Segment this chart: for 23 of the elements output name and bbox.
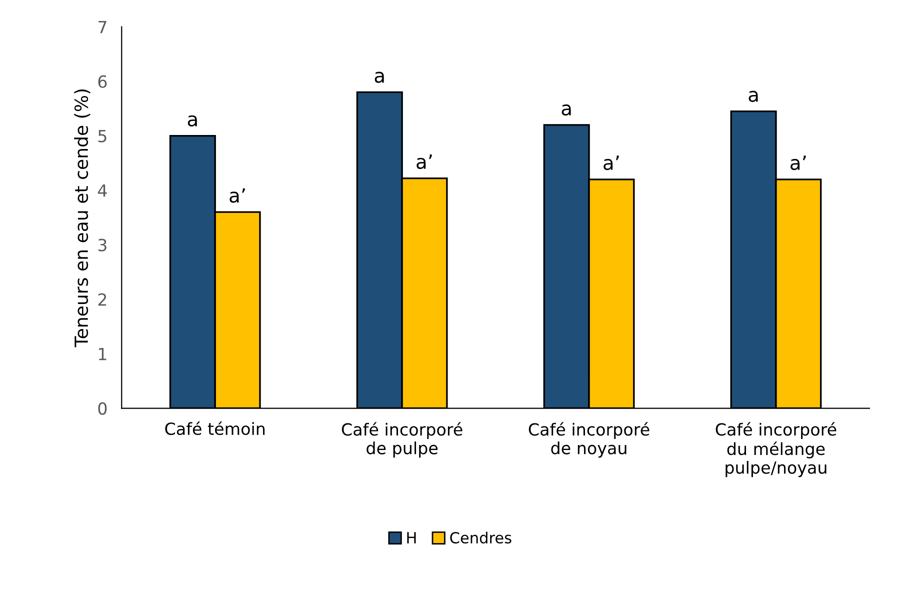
x-tick-label: Café témoin — [165, 421, 265, 436]
annotation: a — [748, 90, 758, 102]
x-tick-label: Café incorporé de pulpe — [342, 422, 462, 458]
x-tick-label: Café incorporé du mélange pulpe/noyau — [716, 422, 836, 478]
annotation: a’ — [416, 154, 432, 169]
y-tick-label: 2 — [98, 293, 106, 306]
y-tick-label: 3 — [98, 238, 106, 252]
annotation: a — [562, 104, 571, 116]
annotation: a — [188, 115, 197, 126]
y-tick-label: 4 — [98, 184, 107, 197]
legend-label: Cendres — [450, 532, 512, 544]
y-tick-label: 5 — [98, 130, 106, 142]
y-tick-label: 0 — [98, 402, 107, 415]
y-tick-label: 7 — [98, 21, 106, 34]
y-tick-label: 1 — [98, 348, 106, 360]
legend-label: H — [407, 532, 416, 544]
y-axis-title: Teneurs en eau et cende (%) — [74, 89, 90, 348]
x-tick-label: Café incorporé de noyau — [528, 422, 650, 458]
annotation: a — [374, 72, 384, 83]
y-tick-label: 6 — [98, 75, 107, 88]
annotation: a’ — [604, 156, 619, 170]
annotation: a’ — [230, 188, 245, 203]
annotation: a’ — [790, 156, 806, 170]
